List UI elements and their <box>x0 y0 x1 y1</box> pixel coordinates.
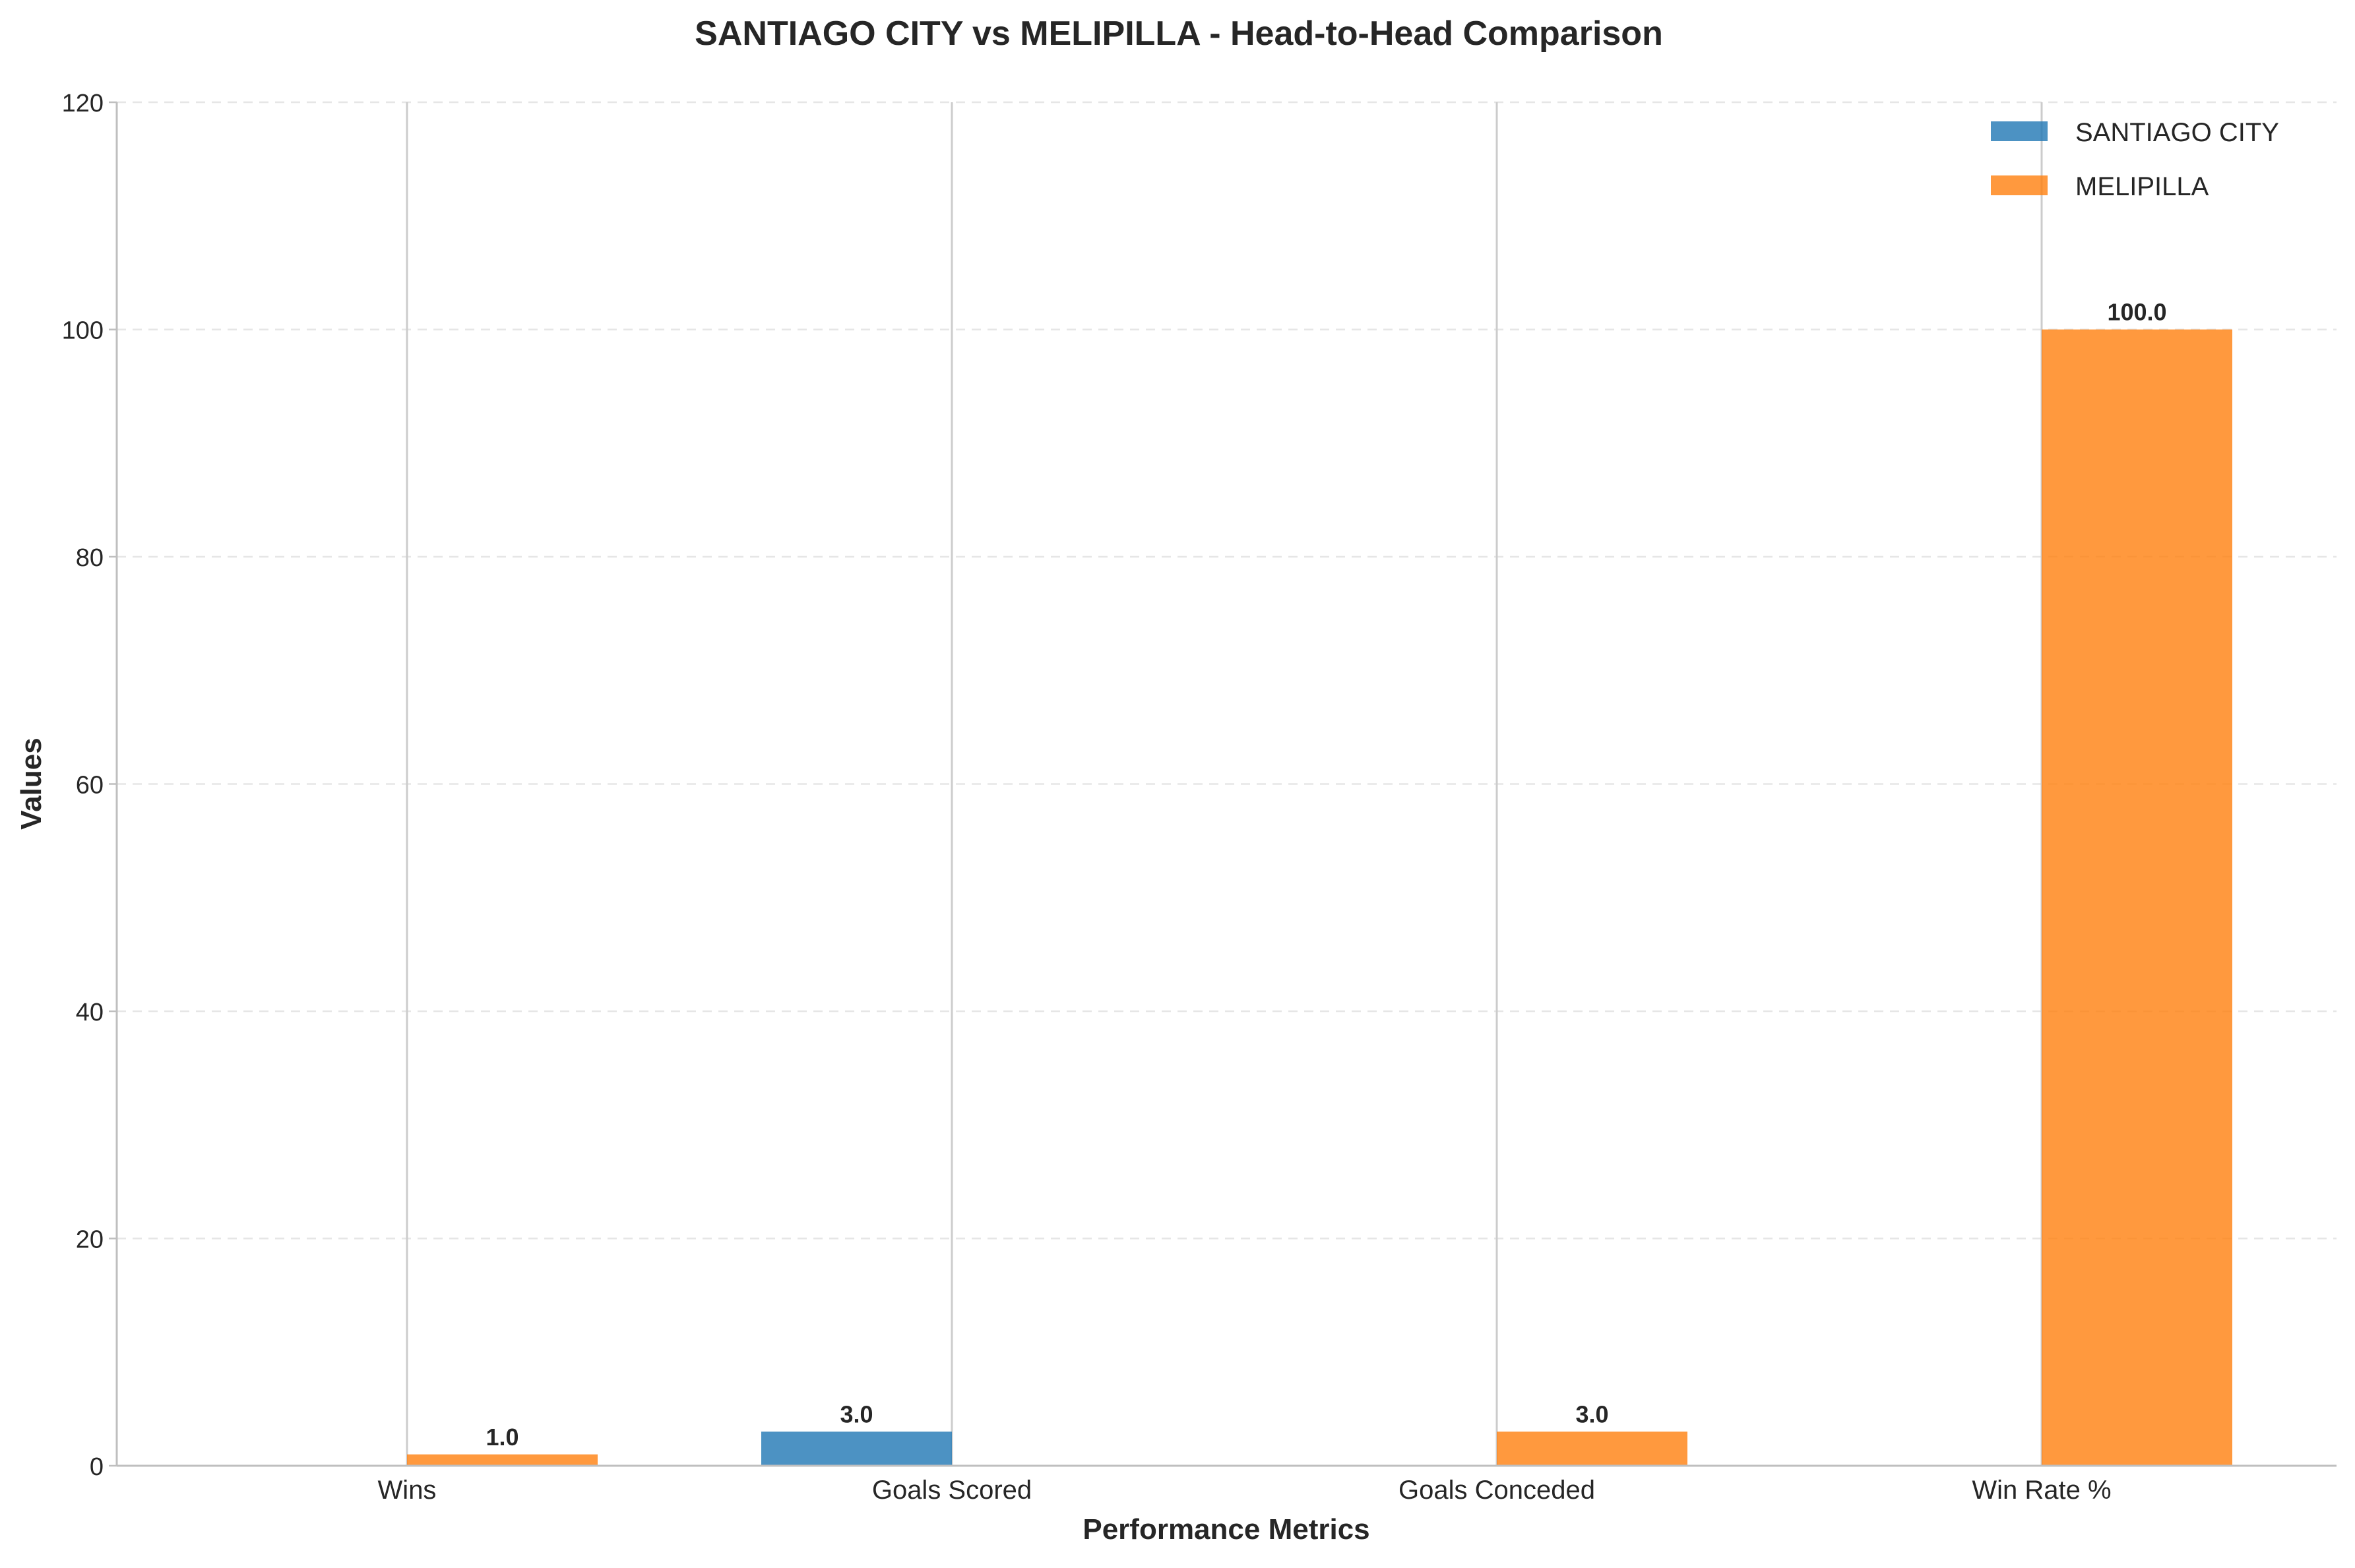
bars <box>407 329 2232 1466</box>
x-tick-labels: Wins Goals Scored Goals Conceded Win Rate % <box>378 1476 2112 1505</box>
x-tick-label: Win Rate % <box>1972 1476 2111 1505</box>
chart-title: SANTIAGO CITY vs MELIPILLA - Head-to-Hea… <box>695 15 1663 53</box>
x-axis-label: Performance Metrics <box>1083 1513 1369 1546</box>
bar <box>1497 1431 1687 1466</box>
gridlines <box>109 101 2337 1467</box>
bar-value-label: 3.0 <box>1575 1400 1608 1427</box>
bar-value-label: 100.0 <box>2107 299 2166 326</box>
x-tick-label: Goals Scored <box>872 1476 1032 1505</box>
bar-value-label: 3.0 <box>840 1400 873 1427</box>
y-tick-label: 80 <box>76 544 104 572</box>
bar-value-labels: 3.0 1.0 3.0 100.0 <box>486 299 2166 1451</box>
legend: SANTIAGO CITY MELIPILLA <box>1991 118 2279 201</box>
legend-label: MELIPILLA <box>2075 172 2209 201</box>
y-tick-label: 120 <box>62 90 104 117</box>
x-tick-label: Wins <box>378 1476 437 1505</box>
bar <box>761 1431 952 1466</box>
bar-value-label: 1.0 <box>486 1424 518 1451</box>
y-tick-label: 0 <box>90 1453 104 1481</box>
y-tick-label: 100 <box>62 317 104 345</box>
y-axis-label: Values <box>15 737 47 829</box>
y-tick-label: 20 <box>76 1226 104 1254</box>
legend-label: SANTIAGO CITY <box>2075 118 2279 147</box>
y-tick-labels: 0 20 40 60 80 100 120 <box>62 90 104 1481</box>
axes <box>115 102 2337 1467</box>
y-tick-label: 40 <box>76 999 104 1026</box>
bar <box>407 1454 598 1466</box>
legend-swatch <box>1991 121 2048 141</box>
legend-swatch <box>1991 175 2048 195</box>
x-tick-label: Goals Conceded <box>1398 1476 1595 1505</box>
y-tick-label: 60 <box>76 772 104 800</box>
bar <box>2042 329 2232 1466</box>
